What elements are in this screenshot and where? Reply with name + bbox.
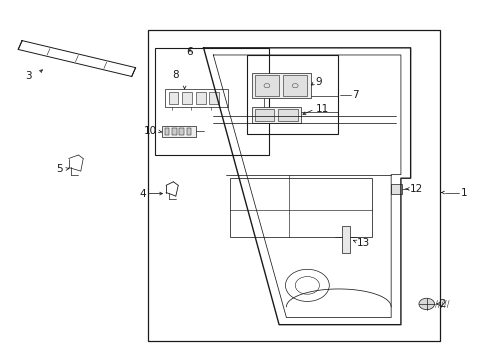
Circle shape: [419, 298, 435, 310]
Bar: [343, 226, 350, 253]
Bar: [165, 128, 170, 135]
Text: 5: 5: [56, 164, 63, 174]
Bar: [391, 184, 402, 194]
Bar: [147, 30, 440, 341]
Bar: [165, 89, 228, 107]
Bar: [255, 109, 274, 121]
Text: 6: 6: [187, 47, 193, 57]
Bar: [209, 92, 219, 104]
Bar: [169, 92, 178, 104]
Bar: [182, 92, 192, 104]
Text: 1: 1: [460, 188, 467, 198]
Text: 10: 10: [144, 126, 157, 136]
Bar: [252, 73, 311, 98]
Bar: [155, 48, 270, 155]
Bar: [255, 75, 279, 96]
Bar: [247, 55, 338, 134]
Bar: [196, 92, 205, 104]
Bar: [179, 128, 184, 135]
Text: 11: 11: [316, 104, 329, 113]
Text: 8: 8: [172, 69, 179, 80]
Text: 9: 9: [316, 77, 322, 87]
Text: 2: 2: [439, 299, 445, 309]
Bar: [252, 107, 301, 123]
Text: 12: 12: [410, 184, 423, 194]
Bar: [283, 75, 307, 96]
Bar: [265, 96, 338, 112]
Text: 7: 7: [352, 90, 359, 100]
Text: 4: 4: [139, 189, 146, 199]
Bar: [230, 178, 372, 237]
Bar: [187, 128, 192, 135]
Bar: [278, 109, 297, 121]
Bar: [172, 128, 177, 135]
Bar: [162, 126, 196, 137]
Text: 13: 13: [357, 238, 370, 248]
Text: 3: 3: [25, 71, 31, 81]
